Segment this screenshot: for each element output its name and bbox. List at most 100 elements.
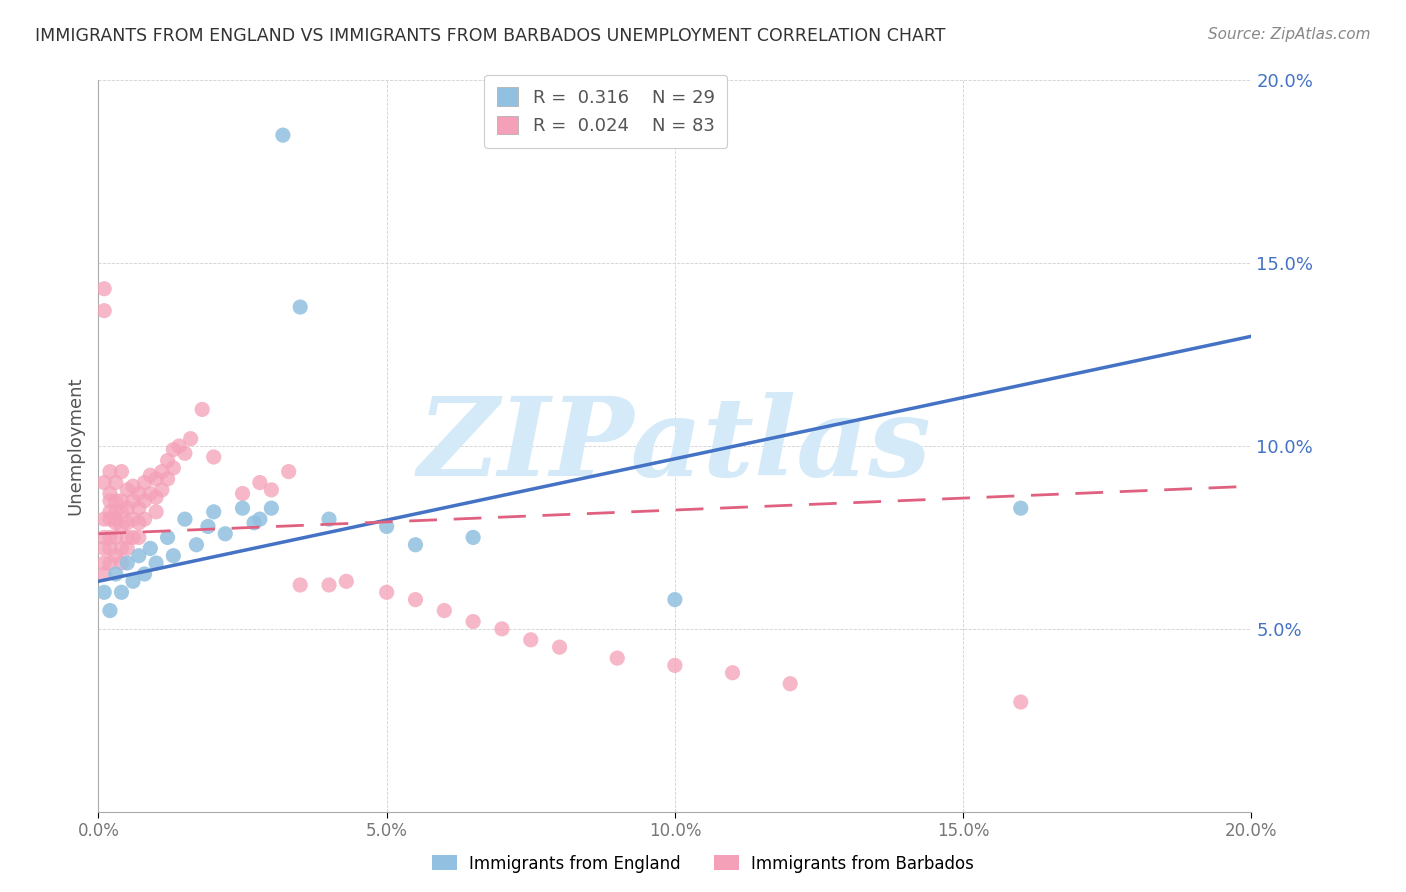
- Point: [104, 549, 127, 563]
- Point: [128, 501, 150, 516]
- Point: [134, 494, 156, 508]
- Point: [122, 494, 145, 508]
- Point: [606, 651, 628, 665]
- Point: [167, 439, 190, 453]
- Point: [174, 446, 197, 460]
- Point: [779, 676, 801, 690]
- Text: IMMIGRANTS FROM ENGLAND VS IMMIGRANTS FROM BARBADOS UNEMPLOYMENT CORRELATION CHA: IMMIGRANTS FROM ENGLAND VS IMMIGRANTS FR…: [35, 27, 946, 45]
- Point: [110, 465, 132, 479]
- Point: [117, 530, 139, 544]
- Point: [110, 541, 132, 556]
- Point: [98, 603, 121, 617]
- Point: [139, 541, 162, 556]
- Point: [93, 282, 115, 296]
- Point: [110, 519, 132, 533]
- Y-axis label: Unemployment: Unemployment: [66, 376, 84, 516]
- Point: [93, 567, 115, 582]
- Point: [134, 567, 156, 582]
- Point: [180, 432, 202, 446]
- Point: [139, 486, 162, 500]
- Point: [243, 516, 266, 530]
- Point: [721, 665, 744, 680]
- Point: [162, 442, 184, 457]
- Point: [461, 615, 484, 629]
- Point: [335, 574, 357, 589]
- Text: ZIPatlas: ZIPatlas: [418, 392, 932, 500]
- Point: [191, 402, 214, 417]
- Point: [93, 556, 115, 570]
- Point: [1010, 501, 1032, 516]
- Point: [104, 512, 127, 526]
- Point: [122, 574, 145, 589]
- Point: [162, 549, 184, 563]
- Point: [277, 465, 299, 479]
- Point: [117, 501, 139, 516]
- Point: [231, 501, 254, 516]
- Point: [104, 475, 127, 490]
- Point: [117, 556, 139, 570]
- Point: [318, 512, 340, 526]
- Point: [110, 556, 132, 570]
- Point: [260, 501, 283, 516]
- Point: [128, 530, 150, 544]
- Legend: R =  0.316    N = 29, R =  0.024    N = 83: R = 0.316 N = 29, R = 0.024 N = 83: [484, 75, 727, 148]
- Point: [93, 512, 115, 526]
- Point: [290, 578, 312, 592]
- Point: [156, 530, 179, 544]
- Point: [110, 505, 132, 519]
- Point: [150, 465, 173, 479]
- Point: [520, 632, 543, 647]
- Point: [260, 483, 283, 497]
- Point: [202, 505, 225, 519]
- Point: [110, 585, 132, 599]
- Point: [93, 303, 115, 318]
- Point: [433, 603, 456, 617]
- Point: [162, 461, 184, 475]
- Point: [104, 494, 127, 508]
- Point: [93, 541, 115, 556]
- Point: [145, 505, 167, 519]
- Point: [202, 450, 225, 464]
- Point: [664, 592, 686, 607]
- Point: [117, 541, 139, 556]
- Point: [249, 475, 271, 490]
- Point: [271, 128, 294, 143]
- Point: [117, 516, 139, 530]
- Point: [110, 494, 132, 508]
- Point: [290, 300, 312, 314]
- Point: [186, 538, 208, 552]
- Point: [104, 567, 127, 582]
- Point: [145, 472, 167, 486]
- Point: [145, 556, 167, 570]
- Point: [98, 541, 121, 556]
- Point: [405, 592, 427, 607]
- Point: [98, 465, 121, 479]
- Point: [174, 512, 197, 526]
- Point: [139, 468, 162, 483]
- Point: [249, 512, 271, 526]
- Point: [122, 479, 145, 493]
- Point: [664, 658, 686, 673]
- Legend: Immigrants from England, Immigrants from Barbados: Immigrants from England, Immigrants from…: [426, 848, 980, 880]
- Point: [231, 486, 254, 500]
- Point: [491, 622, 513, 636]
- Point: [461, 530, 484, 544]
- Point: [122, 512, 145, 526]
- Point: [122, 530, 145, 544]
- Point: [375, 519, 398, 533]
- Point: [93, 530, 115, 544]
- Point: [1010, 695, 1032, 709]
- Point: [156, 453, 179, 467]
- Text: Source: ZipAtlas.com: Source: ZipAtlas.com: [1208, 27, 1371, 42]
- Point: [134, 475, 156, 490]
- Point: [98, 556, 121, 570]
- Point: [98, 486, 121, 500]
- Point: [197, 519, 219, 533]
- Point: [98, 505, 121, 519]
- Point: [104, 530, 127, 544]
- Point: [117, 483, 139, 497]
- Point: [98, 494, 121, 508]
- Point: [104, 516, 127, 530]
- Point: [98, 530, 121, 544]
- Point: [318, 578, 340, 592]
